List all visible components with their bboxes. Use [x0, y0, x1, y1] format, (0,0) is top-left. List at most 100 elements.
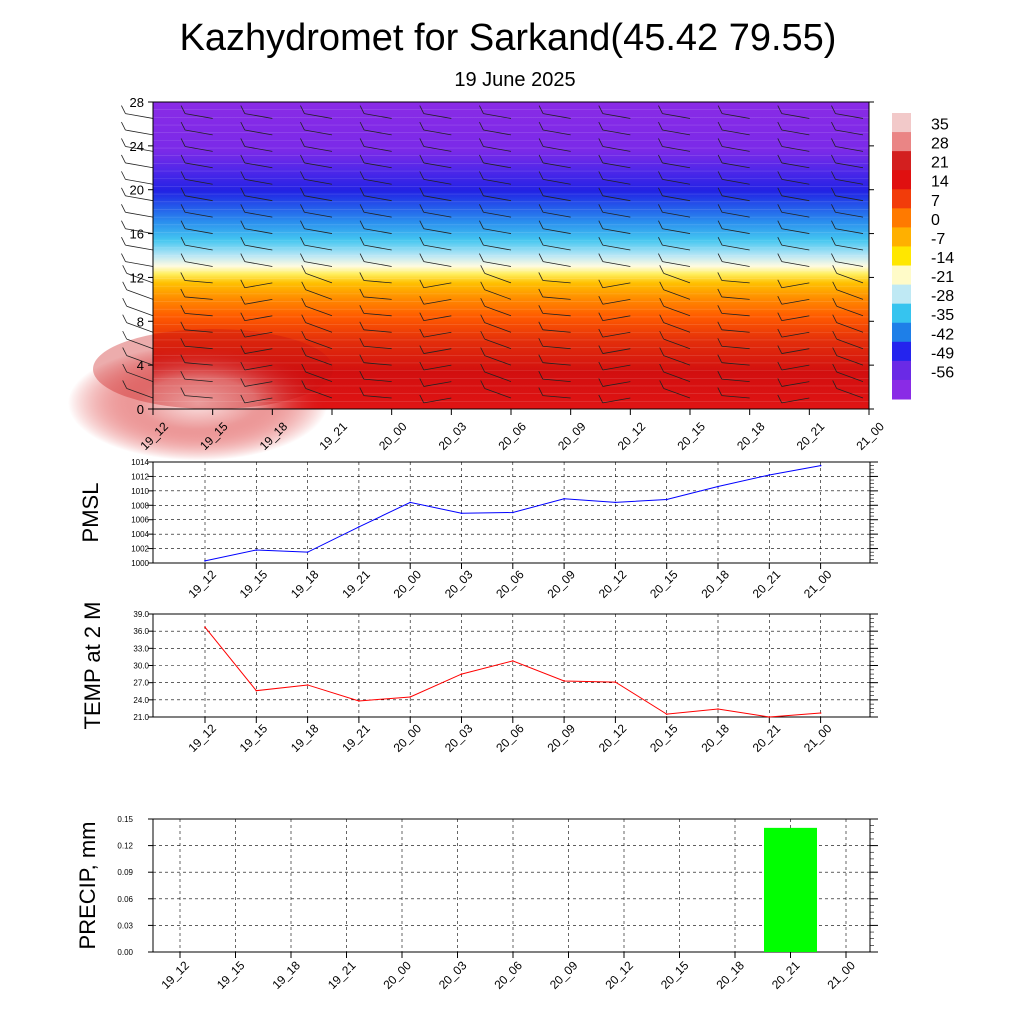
wind-barb [244, 244, 273, 251]
wind-barb [185, 261, 213, 267]
wind-barb [781, 364, 810, 371]
colorbar-label: 28 [931, 136, 949, 153]
wind-barb [423, 282, 452, 289]
y-tick-label: 0.12 [117, 842, 133, 851]
x-tick-label: 20_00 [391, 567, 425, 601]
wind-barb-flag [300, 154, 305, 164]
colorbar-swatch [892, 246, 911, 267]
wind-barb-flag [717, 321, 723, 330]
wind-barb-flag [122, 314, 128, 323]
wind-barb-flag [598, 312, 604, 321]
wind-barb-flag [717, 220, 723, 229]
wind-barb-flag [359, 321, 365, 330]
wind-barb-flag [419, 378, 425, 387]
wind-barb [244, 113, 273, 119]
wind-barb-flag [122, 265, 128, 274]
wind-barb [836, 371, 864, 382]
wind-barb [184, 280, 213, 284]
wind-barb [483, 113, 512, 119]
x-tick-label: 20_09 [545, 721, 579, 755]
wind-barb-flag [121, 220, 126, 229]
wind-barb [244, 162, 273, 169]
x-tick-label: 19_21 [339, 721, 373, 755]
x-tick-label: 20_06 [493, 567, 527, 601]
wind-barb-flag [359, 387, 365, 396]
wind-barb [125, 113, 154, 119]
wind-barb-flag [240, 236, 246, 246]
wind-barb [125, 211, 154, 218]
wind-barb-flag [480, 330, 486, 340]
wind-barb [835, 146, 864, 152]
wind-barb [125, 195, 154, 202]
wind-barb [836, 388, 864, 399]
wind-barb-flag [180, 236, 186, 246]
wind-barb [244, 282, 273, 289]
wind-barb [364, 195, 392, 202]
y-axis-label: PMSL [78, 483, 103, 543]
wind-barb-flag [240, 105, 246, 114]
wind-barb-flag [831, 138, 836, 147]
colorbar-swatch [892, 208, 911, 228]
colorbar-swatch [892, 303, 911, 324]
wind-barb [781, 381, 810, 387]
y-axis-label: PRECIP, mm [75, 822, 100, 950]
wind-barb [484, 272, 512, 284]
wind-barb [184, 395, 213, 399]
wind-barb [484, 289, 512, 300]
wind-barb [835, 178, 864, 185]
wind-barb [363, 378, 392, 382]
colorbar-swatch [892, 113, 911, 133]
y-tick-label: 1010 [131, 487, 149, 496]
wind-barb [184, 312, 213, 317]
colorbar-label: 35 [931, 117, 949, 134]
wind-barb [423, 244, 452, 251]
wind-barb-flag [122, 347, 128, 356]
wind-barb-flag [300, 236, 305, 246]
wind-barb-flag [538, 220, 544, 229]
colorbar-swatch [892, 322, 911, 343]
wind-barb-flag [300, 105, 305, 114]
wind-barb-flag [479, 105, 484, 114]
wind-barb [484, 338, 512, 350]
wind-barb [364, 178, 392, 185]
wind-barb [483, 146, 512, 152]
colorbar-label: -42 [931, 326, 954, 343]
wind-barb-flag [479, 187, 484, 196]
wind-barb-flag [717, 121, 723, 131]
wind-barb-flag [121, 154, 126, 164]
wind-barb-flag [717, 370, 723, 380]
page-subtitle: 19 June 2025 [454, 69, 575, 91]
x-tick-label: 20_18 [698, 721, 732, 755]
wind-barb-flag [658, 121, 663, 131]
data-point [819, 464, 822, 467]
wind-barb-flag [717, 253, 723, 262]
wind-barb-flag [831, 121, 836, 131]
wind-barb [423, 331, 452, 338]
data-point [255, 689, 258, 692]
data-point [306, 551, 309, 553]
wind-barb [483, 228, 512, 234]
wind-barb [423, 397, 452, 404]
y-tick-label: 1000 [131, 559, 149, 568]
wind-barb-flag [658, 138, 663, 147]
wind-barb-flag [538, 321, 544, 330]
x-tick-label: 19_21 [339, 567, 373, 601]
wind-barb [542, 395, 571, 399]
wind-barb [602, 331, 631, 338]
x-tick-label: 20_00 [391, 721, 425, 755]
wind-barb-flag [831, 105, 836, 114]
wind-barb-flag [359, 354, 365, 363]
wind-barb [543, 178, 571, 185]
wind-barb [244, 397, 273, 404]
wind-barb-flag [359, 204, 365, 213]
wind-barb-flag [777, 361, 783, 371]
wind-barb-flag [359, 171, 365, 180]
x-tick-label: 20_15 [674, 419, 708, 453]
wind-barb-flag [538, 370, 544, 380]
wind-barb [835, 129, 864, 136]
wind-barb [305, 371, 333, 382]
x-tick-label: 21_00 [824, 958, 858, 992]
wind-barb-flag [777, 154, 783, 164]
wind-barb [543, 228, 571, 234]
